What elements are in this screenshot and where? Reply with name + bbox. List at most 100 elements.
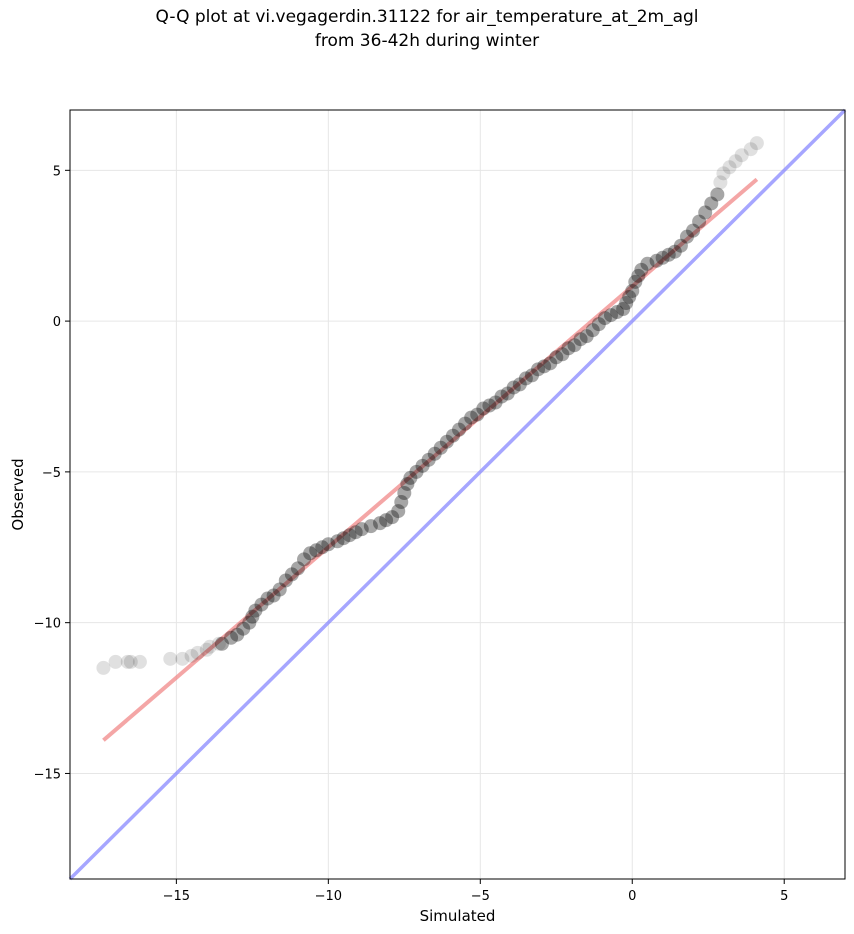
data-point	[543, 356, 558, 371]
chart-subtitle: from 36-42h during winter	[314, 31, 540, 51]
data-point	[661, 247, 676, 262]
data-point	[303, 546, 318, 561]
plot-frame	[69, 109, 846, 880]
data-point	[373, 516, 387, 531]
data-point	[512, 377, 527, 392]
data-point	[655, 250, 670, 265]
data-point	[555, 347, 570, 362]
data-point	[734, 148, 749, 163]
identity-line	[68, 108, 847, 881]
data-point	[242, 615, 257, 630]
data-point	[458, 416, 473, 431]
data-point	[336, 531, 351, 546]
data-point	[175, 651, 190, 666]
data-point	[710, 187, 725, 202]
data-point	[518, 371, 533, 386]
data-point	[561, 341, 576, 356]
data-point	[625, 283, 640, 298]
data-point	[439, 434, 454, 449]
data-point	[591, 317, 606, 332]
data-point	[409, 464, 424, 479]
data-point	[330, 534, 345, 549]
data-point	[297, 552, 312, 567]
data-point	[531, 362, 546, 377]
y-tick-label: −15	[34, 767, 61, 782]
y-tick-label: −10	[34, 617, 61, 632]
data-point	[573, 332, 588, 347]
data-point	[713, 175, 728, 190]
data-point	[421, 452, 436, 467]
data-point	[585, 323, 600, 338]
grid	[70, 110, 845, 879]
x-tick-label: 5	[780, 889, 788, 904]
data-point	[132, 654, 147, 669]
data-point	[190, 645, 205, 660]
data-point	[184, 648, 199, 663]
data-point	[363, 519, 378, 534]
data-point	[309, 543, 324, 558]
data-point	[716, 166, 731, 181]
data-point	[667, 244, 682, 259]
data-point	[385, 510, 400, 525]
data-point	[248, 603, 263, 618]
data-point	[230, 627, 245, 642]
x-tick-label: −15	[163, 889, 190, 904]
data-point	[631, 268, 646, 283]
data-point	[199, 642, 214, 657]
data-point	[567, 338, 582, 353]
data-point	[524, 368, 539, 383]
data-point	[743, 142, 758, 157]
data-point	[120, 654, 135, 669]
data-point	[640, 256, 655, 271]
y-axis-label: Observed	[9, 458, 27, 530]
x-tick-label: 0	[628, 889, 636, 904]
data-point	[445, 428, 460, 443]
data-point	[415, 458, 430, 473]
data-point	[470, 407, 485, 422]
data-point	[354, 522, 369, 537]
data-point	[482, 398, 497, 413]
data-point	[728, 154, 743, 169]
chart-title: Q-Q plot at vi.vegagerdin.31122 for air_…	[155, 7, 699, 27]
data-point	[236, 621, 251, 636]
data-point	[348, 525, 363, 540]
data-point	[698, 205, 713, 220]
data-point	[433, 440, 448, 455]
data-point	[224, 630, 239, 645]
data-point	[400, 476, 415, 491]
data-point	[619, 296, 634, 311]
fit-line-layer	[102, 177, 759, 742]
data-point	[321, 537, 336, 552]
data-point	[315, 540, 330, 555]
data-point	[427, 446, 442, 461]
data-point	[692, 214, 707, 229]
data-point	[549, 350, 564, 365]
data-point	[634, 262, 649, 277]
data-point	[260, 591, 275, 606]
data-point	[379, 513, 394, 528]
fit-line	[102, 177, 759, 742]
data-point	[108, 654, 123, 669]
x-tick-label: −10	[315, 889, 342, 904]
data-point	[211, 636, 226, 651]
data-point	[622, 289, 637, 304]
y-tick-label: 5	[53, 164, 61, 179]
data-point	[342, 528, 357, 543]
identity-line-layer	[68, 108, 847, 881]
data-point	[123, 654, 138, 669]
data-point	[284, 567, 299, 582]
data-point	[290, 561, 305, 576]
data-point	[245, 609, 260, 624]
scatter-points	[96, 136, 764, 675]
data-point	[673, 238, 688, 253]
data-point	[266, 588, 281, 603]
data-point	[394, 495, 409, 510]
data-point	[214, 636, 229, 651]
data-point	[628, 274, 643, 289]
x-tick-label: −5	[471, 889, 490, 904]
data-point	[397, 485, 412, 500]
axis-ticks: −15 −10 −5 0 5 −15 −10 −5 0 5	[34, 164, 789, 904]
data-point	[704, 196, 719, 211]
